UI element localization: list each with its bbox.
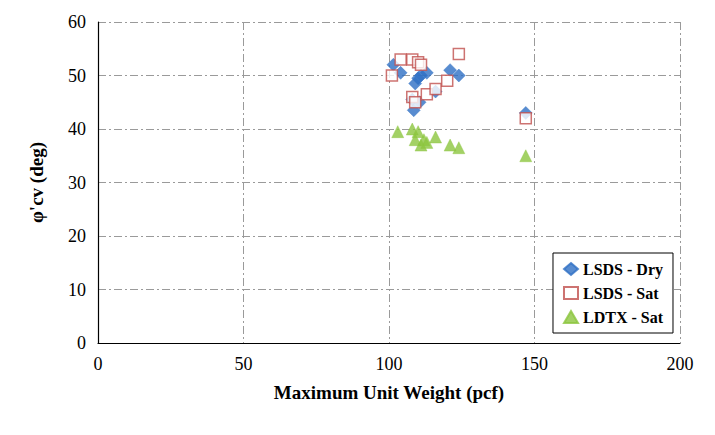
svg-text:0: 0	[77, 333, 86, 353]
svg-text:200: 200	[667, 354, 694, 374]
svg-text:60: 60	[68, 12, 86, 32]
svg-text:20: 20	[68, 226, 86, 246]
svg-text:40: 40	[68, 119, 86, 139]
svg-text:LDTX - Sat: LDTX - Sat	[583, 309, 664, 326]
svg-text:100: 100	[376, 354, 403, 374]
svg-text:LSDS - Dry: LSDS - Dry	[583, 261, 663, 279]
svg-text:φ'cv (deg): φ'cv (deg)	[26, 142, 48, 223]
svg-text:LSDS - Sat: LSDS - Sat	[583, 285, 659, 302]
svg-text:0: 0	[94, 354, 103, 374]
svg-text:50: 50	[68, 66, 86, 86]
svg-text:Maximum Unit Weight (pcf): Maximum Unit Weight (pcf)	[274, 382, 504, 404]
svg-text:150: 150	[521, 354, 548, 374]
svg-text:10: 10	[68, 280, 86, 300]
svg-text:50: 50	[235, 354, 253, 374]
svg-text:30: 30	[68, 173, 86, 193]
